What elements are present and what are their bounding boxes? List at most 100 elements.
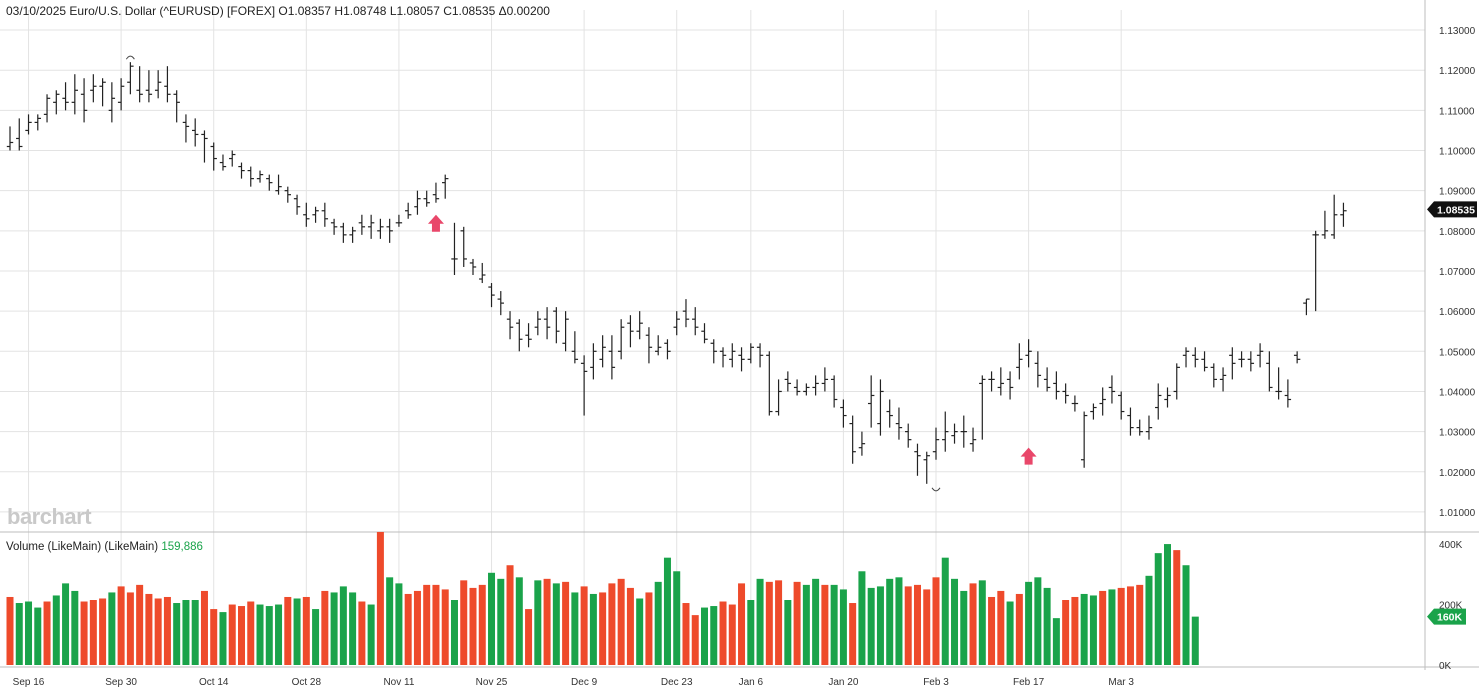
volume-bar [1164, 544, 1171, 665]
volume-bar [358, 601, 366, 665]
volume-bar [80, 601, 88, 665]
volume-bar [367, 604, 375, 665]
ohlc-bar [534, 311, 542, 336]
ohlc-bar [340, 222, 347, 243]
volume-bar [469, 587, 477, 665]
ohlc-bar [1080, 411, 1088, 468]
ohlc-bar [979, 375, 986, 440]
ohlc-bar [942, 411, 949, 452]
ohlc-bar [627, 315, 634, 348]
volume-header: Volume (LikeMain) (LikeMain) 159,886 [6, 541, 203, 553]
volume-bar [136, 584, 144, 665]
volume-bar [413, 590, 421, 665]
volume-bar [302, 596, 310, 665]
volume-bar [617, 578, 625, 665]
ohlc-bar [682, 299, 690, 328]
swing-high-marker [125, 55, 135, 60]
volume-bar [960, 590, 968, 665]
volume-bar [932, 577, 940, 665]
ohlc-bar [34, 114, 41, 131]
volume-bar [747, 600, 755, 665]
volume-bar [43, 601, 51, 665]
volume-bar [182, 600, 190, 665]
ohlc-bar [997, 367, 1005, 396]
ohlc-bar [1118, 391, 1125, 420]
volume-bar [839, 589, 847, 665]
ohlc-bar [729, 343, 736, 368]
ohlc-bar [71, 74, 79, 115]
ohlc-bar [395, 214, 403, 227]
volume-bar [349, 592, 357, 665]
ohlc-bar [516, 319, 523, 352]
x-axis-tick-label: Feb 3 [923, 677, 949, 688]
ohlc-bar [1136, 419, 1143, 436]
volume-bar [117, 586, 125, 665]
x-axis-tick-label: Jan 20 [828, 677, 858, 688]
ohlc-bar [803, 383, 810, 396]
ohlc-bar [229, 150, 236, 167]
ohlc-bar [284, 186, 291, 203]
volume-bar [645, 592, 653, 665]
x-axis-tick-label: Nov 11 [383, 677, 414, 688]
ohlc-bar [256, 170, 264, 183]
volume-axis-tick-label: 400K [1439, 540, 1463, 551]
ohlc-bar [692, 307, 699, 336]
volume-bar [34, 607, 42, 665]
ohlc-bar [1127, 407, 1134, 436]
ohlc-bar [562, 311, 569, 352]
ohlc-bar [1053, 371, 1060, 400]
volume-bar [765, 581, 773, 665]
ohlc-bar [821, 367, 829, 392]
ohlc-bar [1238, 351, 1245, 368]
ohlc-bar [1330, 194, 1338, 239]
volume-bar [1043, 587, 1051, 665]
volume-bar [738, 583, 746, 665]
volume-bar [525, 609, 533, 665]
volume-bar [339, 586, 347, 665]
price-axis-tick-label: 1.06000 [1439, 307, 1476, 318]
ohlc-bar [701, 323, 708, 344]
volume-bar [969, 583, 977, 665]
ohlc-bar [553, 307, 560, 344]
ohlc-bar [840, 399, 847, 428]
volume-bar [376, 531, 384, 665]
ohlc-bar [414, 190, 421, 215]
ohlc-bar [266, 174, 273, 191]
price-axis-tick-label: 1.03000 [1439, 428, 1476, 439]
ohlc-bar [932, 427, 940, 460]
volume-bar [793, 581, 801, 665]
x-axis: Sep 16 Sep 30 Oct 14 Oct 28 Nov 11 Nov 25 Dec … [13, 10, 1134, 688]
ohlc-bar [960, 415, 967, 448]
volume-bar [571, 592, 579, 665]
price-grid: 1.13000 1.12000 1.11000 1.10000 1.09000 1.080… [0, 26, 1476, 519]
volume-bar [784, 600, 792, 665]
ohlc-bar [830, 375, 838, 408]
volume-bar [1025, 581, 1033, 665]
volume-bar [108, 592, 116, 665]
volume-header-label: Volume (LikeMain) (LikeMain) [6, 541, 159, 553]
ohlc-bar [173, 90, 180, 123]
volume-bar [923, 589, 931, 665]
price-axis-tick-label: 1.07000 [1439, 267, 1476, 278]
volume-bar [978, 580, 986, 665]
ohlc-bar [1016, 343, 1023, 380]
ohlc-bar [358, 214, 366, 235]
volume-bar [1052, 618, 1060, 665]
ohlc-bar [1229, 347, 1236, 380]
volume-bar [941, 557, 949, 665]
ohlc-bar [1090, 403, 1097, 420]
ohlc-bar [914, 443, 921, 476]
volume-bar [312, 609, 320, 665]
volume-axis: 400K 200K 0K [1439, 540, 1463, 672]
ohlc-bar [636, 311, 643, 340]
ohlc-bar [1303, 298, 1310, 316]
volume-bar [25, 601, 33, 665]
x-axis-tick-label: Sep 30 [105, 677, 137, 688]
ohlc-bar [6, 126, 14, 151]
x-axis-tick-label: Feb 17 [1013, 677, 1045, 688]
ohlc-bar [1155, 383, 1162, 420]
ohlc-bar [349, 226, 356, 243]
ohlc-bar [543, 307, 551, 340]
ohlc-bar [497, 291, 504, 316]
volume-bar [867, 587, 875, 665]
